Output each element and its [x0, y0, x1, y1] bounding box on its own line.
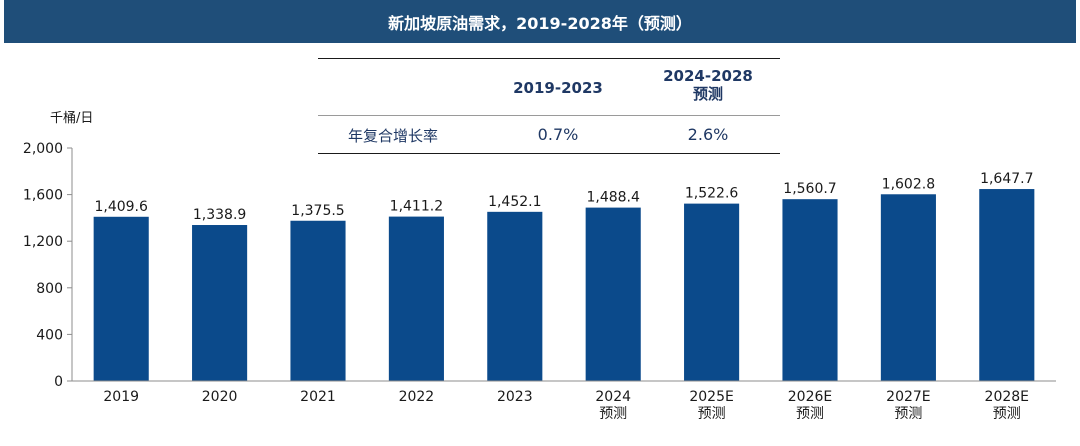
bar: [290, 220, 346, 381]
chart-title: 新加坡原油需求，2019-2028年（预测）: [388, 13, 692, 33]
x-tick-label: 预测: [698, 406, 726, 422]
y-tick-label: 0: [54, 374, 63, 390]
x-tick-label: 2028E: [985, 389, 1029, 405]
cagr-header-2024-2028: 2024-2028 预测: [643, 67, 773, 103]
data-label: 1,647.7: [980, 171, 1033, 187]
bar: [487, 211, 543, 381]
y-tick-label: 400: [36, 327, 63, 343]
bar: [585, 207, 641, 381]
cagr-value-2019-2023: 0.7%: [537, 125, 579, 144]
x-tick-label: 预测: [894, 406, 922, 422]
x-tick-label: 2024: [595, 389, 631, 405]
cagr-value-2024-2028: 2.6%: [687, 125, 729, 144]
bar: [880, 194, 936, 381]
data-label: 1,411.2: [390, 199, 443, 215]
bar: [684, 203, 740, 381]
y-tick-label: 800: [36, 281, 63, 297]
data-label: 1,522.6: [685, 186, 739, 202]
bar: [979, 189, 1035, 381]
cagr-header-years: 2024-2028: [663, 67, 753, 85]
x-tick-label: 2027E: [886, 389, 930, 405]
bar: [93, 216, 149, 381]
data-label: 1,560.7: [783, 181, 836, 197]
data-label: 1,409.6: [94, 199, 148, 215]
y-tick-label: 1,200: [23, 234, 63, 250]
data-label: 1,488.4: [586, 190, 640, 206]
x-tick-label: 2022: [399, 389, 435, 405]
y-axis-unit: 千桶/日: [50, 111, 94, 126]
bar: [782, 199, 838, 381]
bar: [192, 225, 248, 381]
chart-title-bar: 新加坡原油需求，2019-2028年（预测）: [4, 0, 1076, 43]
y-tick-label: 2,000: [23, 141, 63, 157]
y-tick-label: 1,600: [23, 188, 63, 204]
cagr-header-forecast: 预测: [692, 85, 723, 103]
x-tick-label: 预测: [796, 406, 824, 422]
cagr-table: 2019-2023 2024-2028 预测 年复合增长率 0.7% 2.6%: [318, 58, 780, 154]
data-label: 1,375.5: [291, 203, 344, 219]
x-tick-label: 预测: [993, 406, 1021, 422]
x-tick-label: 2021: [300, 389, 336, 405]
x-tick-label: 预测: [599, 406, 627, 422]
x-tick-label: 2020: [202, 389, 238, 405]
data-label: 1,602.8: [882, 176, 935, 192]
x-tick-label: 2025E: [689, 389, 733, 405]
cagr-header-2019-2023: 2019-2023: [513, 79, 603, 97]
x-tick-label: 2023: [497, 389, 533, 405]
data-label: 1,338.9: [193, 207, 246, 223]
cagr-divider: [318, 115, 780, 116]
x-tick-label: 2019: [103, 389, 139, 405]
cagr-row-label: 年复合增长率: [347, 127, 438, 145]
data-label: 1,452.1: [488, 194, 541, 210]
bar: [388, 216, 444, 381]
x-tick-label: 2026E: [788, 389, 832, 405]
